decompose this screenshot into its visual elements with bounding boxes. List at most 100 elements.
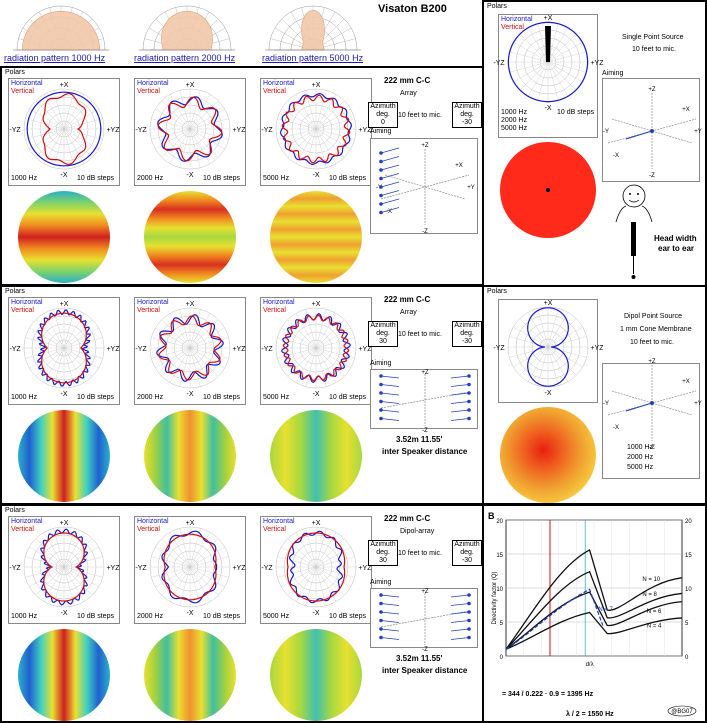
azimuth-value: 0	[381, 119, 385, 126]
steps-label: 10 dB steps	[77, 613, 114, 620]
spl-disc	[270, 410, 362, 502]
steps-label: 10 dB steps	[329, 613, 366, 620]
axis-label-neg-x: -X	[61, 610, 68, 617]
polar-grid-spoke	[179, 347, 191, 387]
single-title: Single Point Source	[622, 34, 684, 41]
label-z-pos: +Z	[421, 143, 429, 149]
directivity-curve-n4	[505, 611, 683, 650]
polar-box-3: Horizontal Vertical +X -X -YZ +YZ 5000 Hz 10 dB…	[260, 297, 372, 405]
polar-grid-spoke	[315, 313, 337, 349]
speaker-dot	[379, 151, 383, 155]
graph-corner-label: B	[488, 511, 495, 521]
axis-label-pos-yz: +YZ	[106, 565, 120, 572]
speaker-dot	[379, 202, 383, 206]
axis-label-neg-x: -X	[313, 391, 320, 398]
axis-label-pos-yz: +YZ	[590, 60, 604, 67]
axis-label-neg-yz: -YZ	[261, 346, 273, 353]
polar-grid-spoke	[513, 41, 549, 63]
polar-grid-spoke	[179, 566, 191, 606]
axis-label-pos-yz: +YZ	[232, 565, 246, 572]
horizontal-curve	[37, 309, 91, 387]
axis-label-pos-yz: +YZ	[358, 346, 372, 353]
polar-grid-spoke	[277, 347, 317, 359]
aim-vector	[625, 130, 653, 140]
axis-label-pos-x: +X	[544, 300, 553, 307]
polar-grid-spoke	[179, 128, 191, 168]
polar-grid-spoke	[305, 309, 317, 349]
polar-grid-spoke	[29, 546, 65, 568]
polar-grid-spoke	[161, 319, 191, 349]
polar-grid-spoke	[513, 346, 549, 368]
speaker-dot	[379, 159, 383, 164]
speaker-aim-line	[380, 198, 400, 205]
polar-box-1: Horizontal Vertical +X -X -YZ +YZ 1000 Hz 10 dB…	[8, 297, 120, 405]
label-z-neg: -Z	[649, 173, 655, 179]
dipol-sub2: 10 feet to mic.	[630, 339, 674, 346]
vertical-curve	[157, 96, 223, 162]
polar-grid-spoke	[277, 118, 317, 130]
polar-grid-spoke	[189, 337, 229, 349]
polar-grid-spoke	[281, 327, 317, 349]
axis-label-neg-yz: -YZ	[135, 565, 147, 572]
polar-grid-spoke	[63, 319, 93, 349]
radiation-pattern-5000	[265, 5, 361, 51]
freq-1000: 1000 Hz	[627, 444, 654, 451]
link-radiation-1000[interactable]: radiation pattern 1000 Hz	[4, 53, 106, 63]
steps-label: 10 dB steps	[77, 394, 114, 401]
single-aiming-box: +Z -Z -Y +Y -X +X	[602, 78, 702, 182]
polar-grid-spoke	[315, 347, 355, 359]
polar-grid-spoke	[281, 546, 317, 568]
polar-grid-spoke	[189, 347, 219, 377]
polar-grid-spoke	[189, 128, 225, 150]
speaker-dot	[379, 374, 383, 378]
polar-grid-spoke	[277, 566, 317, 578]
polar-grid-spoke	[189, 566, 211, 602]
polar-grid-spoke	[63, 546, 99, 568]
polar-grid-spoke	[287, 538, 317, 568]
speaker-aim-line	[450, 409, 470, 413]
speaker-dot	[467, 618, 471, 623]
dipol-point-panel: Polars +X -X -YZ +YZ Dipol Point Source 1 m…	[482, 285, 707, 505]
link-radiation-5000[interactable]: radiation pattern 5000 Hz	[262, 53, 364, 63]
axis-label-pos-x: +X	[60, 301, 69, 308]
polar-grid-spoke	[537, 308, 549, 348]
speaker-aim-line	[380, 384, 400, 387]
x-axis-label: d/λ	[586, 662, 594, 668]
link-radiation-2000[interactable]: radiation pattern 2000 Hz	[134, 53, 236, 63]
polar-grid-spoke	[547, 346, 587, 358]
speaker-dot	[379, 618, 383, 623]
speaker-aim-line	[380, 156, 400, 162]
legend-vertical: Vertical	[11, 526, 34, 533]
speaker-aim-line	[380, 164, 400, 171]
polar-grid-spoke	[281, 566, 317, 588]
polar-grid-spoke	[547, 27, 569, 63]
dipol-polar-plot: +X -X -YZ +YZ	[493, 300, 604, 397]
directivity-graph: B 0 0 5 5 10 10 15 15 20 20 Directivity factor (Q) N…	[488, 511, 697, 718]
polar-grid-spoke	[189, 347, 201, 387]
polar-grid-spoke	[179, 528, 191, 568]
freq-label: 1000 Hz	[11, 613, 38, 620]
polar-grid-spoke	[287, 128, 317, 158]
spl-disc-2	[144, 629, 236, 721]
speaker-dot	[379, 610, 383, 614]
polar-grid-spoke	[189, 546, 225, 568]
polar-plot-2: +X -X -YZ +YZ	[135, 301, 246, 398]
azimuth-label: Azimuth	[454, 322, 480, 329]
legend-vertical: Vertical	[11, 307, 34, 314]
polar-grid-spoke	[547, 61, 577, 91]
speaker-aim-line	[380, 190, 400, 196]
steps-label: 10 dB steps	[329, 394, 366, 401]
axis-label-pos-x: +X	[312, 301, 321, 308]
eye-left	[629, 193, 631, 195]
polar-grid-spoke	[189, 566, 219, 596]
speaker-aim-line	[450, 611, 470, 615]
y-tick-label: 15	[496, 553, 503, 559]
steps-label: 10 dB steps	[203, 175, 240, 182]
freq-1000: 1000 Hz	[501, 109, 528, 116]
azimuth-left: Azimuth deg. 0	[368, 102, 398, 128]
aiming-axes: +Z -Z	[379, 589, 471, 653]
spl-disc-3	[270, 629, 362, 721]
freq-label: 1000 Hz	[11, 394, 38, 401]
polar-grid-spoke	[155, 347, 191, 369]
legend-horizontal: Horizontal	[137, 299, 169, 306]
